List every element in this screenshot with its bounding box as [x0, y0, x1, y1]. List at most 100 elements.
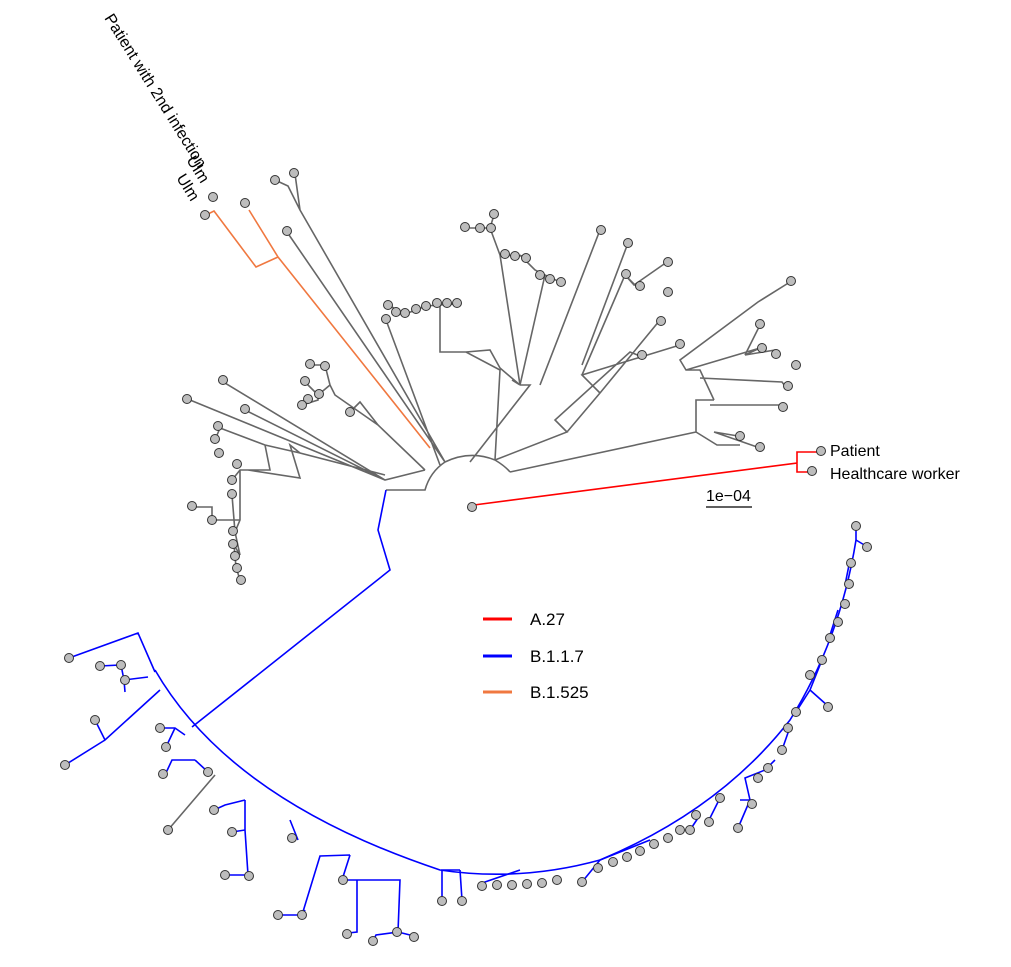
- b117-right: [581, 539, 867, 883]
- tip: [545, 274, 555, 284]
- tip: [833, 617, 843, 627]
- tip: [733, 823, 743, 833]
- tip: [675, 339, 685, 349]
- tip: [227, 827, 237, 837]
- tip: [753, 773, 763, 783]
- tip: [537, 878, 547, 888]
- tip: [715, 793, 725, 803]
- tip: [228, 526, 238, 536]
- tip: [314, 389, 324, 399]
- tip: [755, 319, 765, 329]
- tip: [227, 475, 237, 485]
- tip: [270, 175, 280, 185]
- b117-lower-left: [64, 631, 209, 776]
- tip: [475, 223, 485, 233]
- tip: [783, 381, 793, 391]
- tip: [400, 308, 410, 318]
- tip: [207, 515, 217, 525]
- tip: [577, 877, 587, 887]
- tip: [432, 298, 442, 308]
- tip: [635, 281, 645, 291]
- tip-healthcare-worker: [807, 466, 817, 476]
- tip: [621, 269, 631, 279]
- tip: [240, 404, 250, 414]
- tip: [320, 361, 330, 371]
- tip: [777, 745, 787, 755]
- tip: [507, 880, 517, 890]
- tip-ulm-1: [208, 192, 218, 202]
- tip: [209, 805, 219, 815]
- tip: [421, 301, 431, 311]
- tip: [735, 431, 745, 441]
- a27-branch: [473, 451, 820, 506]
- b1525-branch: [203, 209, 431, 449]
- tip: [163, 825, 173, 835]
- tip: [663, 257, 673, 267]
- tip: [232, 563, 242, 573]
- tip: [244, 871, 254, 881]
- tip: [287, 833, 297, 843]
- tip: [862, 542, 872, 552]
- tip: [637, 350, 647, 360]
- tip: [771, 349, 781, 359]
- tip: [486, 223, 496, 233]
- tip: [691, 810, 701, 820]
- tip: [218, 375, 228, 385]
- tip: [556, 277, 566, 287]
- tip: [552, 875, 562, 885]
- tip: [825, 633, 835, 643]
- tip: [338, 875, 348, 885]
- tip: [161, 742, 171, 752]
- tip: [596, 225, 606, 235]
- tip: [90, 715, 100, 725]
- tip: [345, 407, 355, 417]
- tip: [64, 653, 74, 663]
- tree-branches: [64, 173, 867, 942]
- tip: [635, 846, 645, 856]
- legend-label-a27: A.27: [530, 610, 565, 629]
- tip: [477, 881, 487, 891]
- tip: [663, 833, 673, 843]
- tip-second-infection: [240, 198, 250, 208]
- tip: [593, 863, 603, 873]
- label-second-infection: Patient with 2nd infection: [101, 11, 210, 171]
- tip: [232, 459, 242, 469]
- tip: [500, 249, 510, 259]
- tip: [392, 927, 402, 937]
- tip: [492, 880, 502, 890]
- b117-arc: [154, 528, 857, 876]
- tip: [187, 501, 197, 511]
- tip: [289, 168, 299, 178]
- tip: [282, 226, 292, 236]
- tip: [805, 670, 815, 680]
- tip: [704, 817, 714, 827]
- tip: [649, 839, 659, 849]
- tip-ulm-2: [200, 210, 210, 220]
- tip: [227, 489, 237, 499]
- tip: [368, 936, 378, 946]
- tip: [95, 661, 105, 671]
- tip: [116, 660, 126, 670]
- tip: [622, 852, 632, 862]
- tip: [411, 304, 421, 314]
- tip: [220, 870, 230, 880]
- tip: [437, 896, 447, 906]
- upper-left-lines: [274, 173, 446, 466]
- tip: [383, 300, 393, 310]
- tip: [844, 579, 854, 589]
- tip-root: [467, 502, 477, 512]
- tip: [663, 287, 673, 297]
- tip: [791, 360, 801, 370]
- tip: [60, 760, 70, 770]
- legend-label-b1525: B.1.525: [530, 683, 589, 702]
- tip: [120, 675, 130, 685]
- tip: [457, 896, 467, 906]
- b117-stem: [191, 489, 391, 728]
- tip: [608, 857, 618, 867]
- tip: [300, 376, 310, 386]
- tip: [535, 270, 545, 280]
- legend: A.27 B.1.1.7 B.1.525: [483, 610, 589, 702]
- tip: [442, 298, 452, 308]
- tip: [273, 910, 283, 920]
